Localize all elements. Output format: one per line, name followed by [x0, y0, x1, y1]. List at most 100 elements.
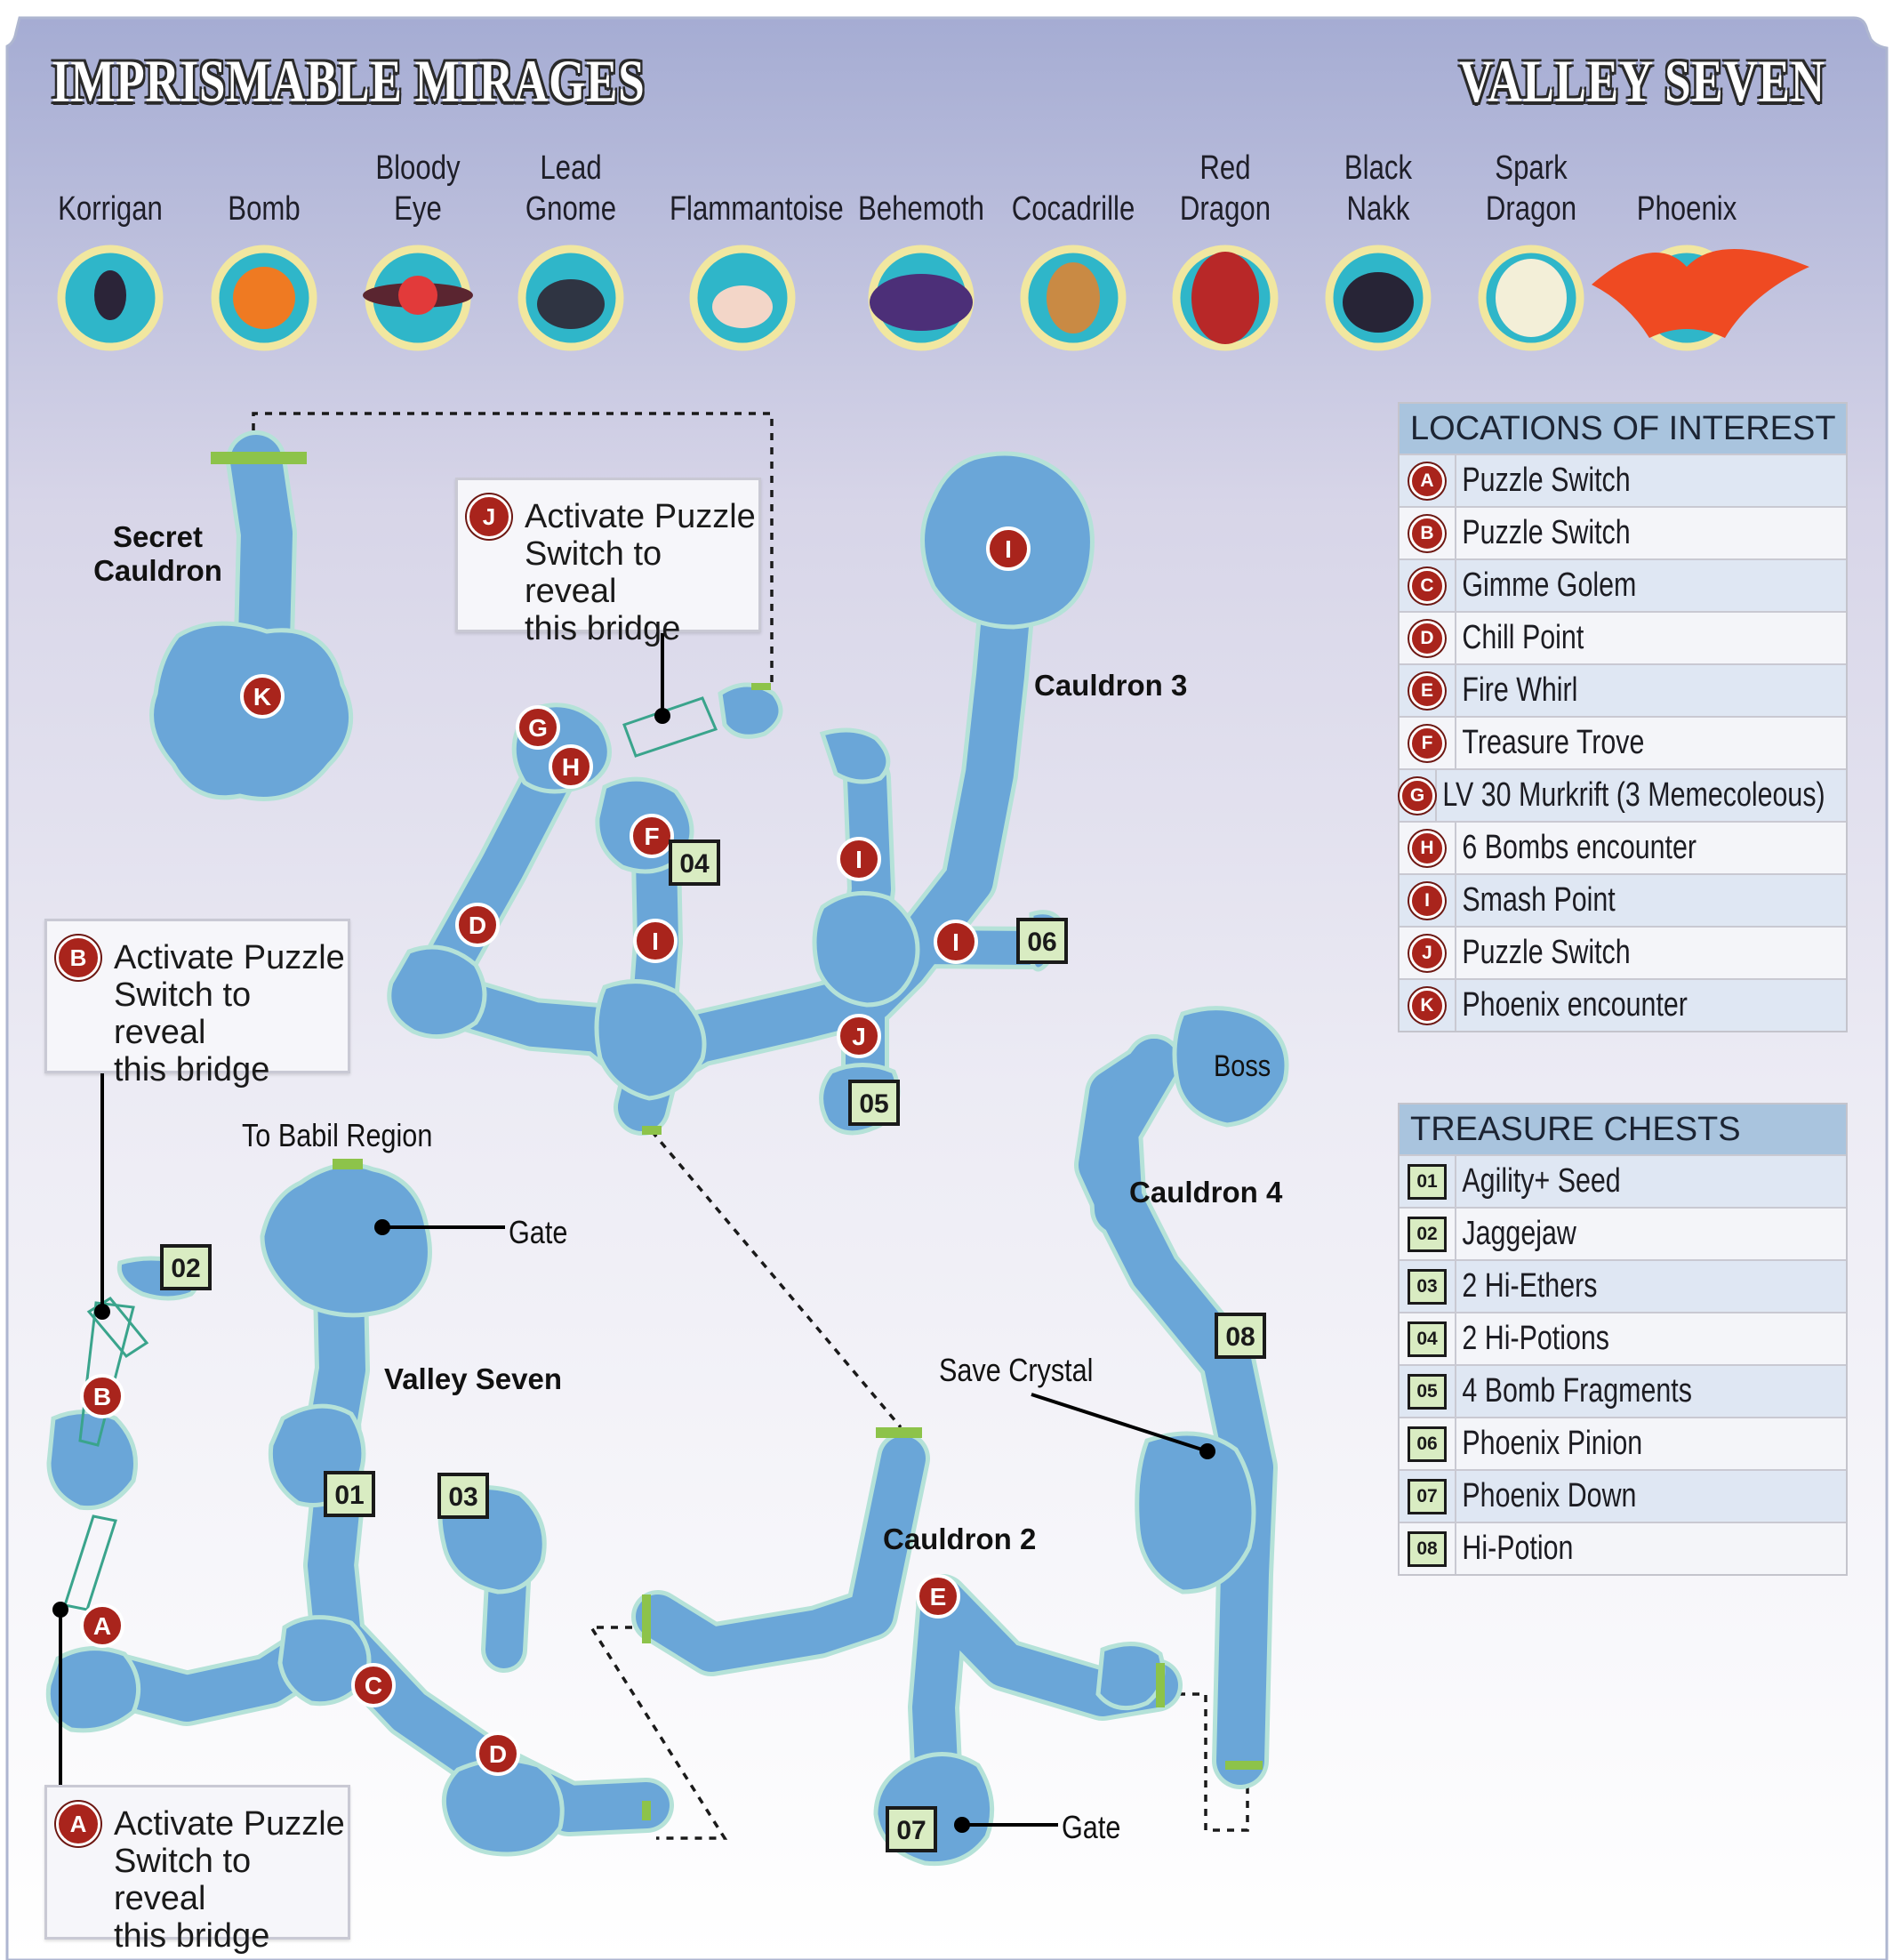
legend_locations-row: A Puzzle Switch	[1400, 454, 1846, 506]
mirage-name-3: Lead Gnome	[525, 149, 617, 228]
secret-cauldron-label: Secret Cauldron	[93, 520, 222, 587]
mirage-name-4: Flammantoise	[670, 190, 844, 228]
map-marker-i: I	[633, 919, 678, 963]
mirage-name-8: Black Nakk	[1344, 149, 1413, 228]
map-marker-label: D	[469, 912, 486, 939]
legend_locations-label: Gimme Golem	[1462, 566, 1637, 604]
chest-key-badge: 02	[1408, 1216, 1447, 1252]
chests-legend-title: TREASURE CHESTS	[1400, 1105, 1846, 1154]
legend_chests-label: 4 Bomb Fragments	[1462, 1372, 1692, 1410]
legend_locations-key-cell: F	[1400, 718, 1456, 768]
legend_locations-row: H 6 Bombs encounter	[1400, 821, 1846, 873]
legend_locations-key-cell: D	[1400, 613, 1456, 663]
gate-label-2: Gate	[1062, 1809, 1121, 1845]
cauldron-3-label: Cauldron 3	[1034, 669, 1188, 702]
treasure-chest-07: 07	[886, 1806, 937, 1852]
treasure-chest-02: 02	[160, 1244, 212, 1290]
treasure-chest-04: 04	[669, 839, 720, 886]
location-key-badge: F	[1409, 725, 1445, 761]
legend_locations-key-cell: C	[1400, 560, 1456, 611]
legend_chests-row: 04 2 Hi-Potions	[1400, 1312, 1846, 1364]
mirage-name-1: Bomb	[228, 190, 301, 228]
cauldron-4-label: Cauldron 4	[1129, 1176, 1283, 1209]
location-key-badge: A	[1409, 462, 1445, 499]
legend_locations-label: Smash Point	[1462, 881, 1616, 919]
secret-path	[252, 412, 774, 685]
chest-key-badge: 06	[1408, 1426, 1447, 1462]
map-marker-a: A	[80, 1603, 124, 1648]
mirage-name-0: Korrigan	[58, 190, 163, 228]
hidden-paths	[252, 412, 1249, 1840]
legend_chests-key-cell: 02	[1400, 1209, 1456, 1259]
map-marker-label: F	[644, 823, 659, 850]
legend_locations-key-cell: H	[1400, 823, 1456, 873]
legend_locations-row: E Fire Whirl	[1400, 663, 1846, 716]
gate-label: Gate	[509, 1214, 568, 1250]
map-marker-h: H	[549, 744, 593, 789]
save-crystal-chamber	[1135, 1431, 1256, 1595]
legend_chests-label: Hi-Potion	[1462, 1530, 1574, 1567]
legend_locations-row: C Gimme Golem	[1400, 558, 1846, 611]
mirage-name-2: Bloody Eye	[375, 149, 461, 228]
legend_chests-row: 08 Hi-Potion	[1400, 1522, 1846, 1574]
map-marker-label: A	[93, 1612, 111, 1640]
legend_chests-key-cell: 04	[1400, 1313, 1456, 1364]
location-key-badge: D	[1409, 620, 1445, 656]
callout-j-marker: J	[467, 494, 511, 539]
page-title: IMPRISMABLE MIRAGES	[52, 47, 646, 115]
legend_locations-row: D Chill Point	[1400, 611, 1846, 663]
legend_chests-row: 05 4 Bomb Fragments	[1400, 1364, 1846, 1417]
legend_chests-key-cell: 03	[1400, 1261, 1456, 1312]
legend_chests-row: 01 Agility+ Seed	[1400, 1154, 1846, 1207]
legend_chests-label: 2 Hi-Ethers	[1462, 1267, 1598, 1305]
chest-key-badge: 04	[1408, 1321, 1447, 1357]
chest-key-badge: 01	[1408, 1163, 1447, 1200]
legend_locations-row: J Puzzle Switch	[1400, 926, 1846, 978]
mirage-name-5: Behemoth	[857, 190, 985, 228]
legend_locations-key-cell: B	[1400, 508, 1456, 558]
legend_locations-label: LV 30 Murkrift (3 Memecoleous)	[1442, 776, 1825, 814]
exits	[211, 452, 1263, 1820]
legend_locations-key-cell: K	[1400, 980, 1456, 1031]
callout-b-marker: B	[56, 936, 100, 980]
cauldron-2-label: Cauldron 2	[883, 1522, 1037, 1555]
map-marker-d: D	[476, 1731, 520, 1776]
locations-legend: LOCATIONS OF INTEREST A Puzzle Switch B Puz…	[1398, 402, 1848, 1032]
chest-label: 07	[896, 1816, 926, 1845]
map-marker-label: I	[652, 928, 659, 955]
legend_locations-row: K Phoenix encounter	[1400, 978, 1846, 1031]
legend_chests-key-cell: 01	[1400, 1156, 1456, 1207]
map-marker-i: I	[986, 526, 1031, 571]
chest-label: 04	[679, 849, 710, 879]
callout-a: A Activate Puzzle Switch to reveal this …	[44, 1785, 350, 1955]
map-marker-i: I	[837, 837, 881, 881]
mirage-name-6: Cocadrille	[1011, 190, 1135, 228]
legend_locations-row: G LV 30 Murkrift (3 Memecoleous)	[1400, 768, 1846, 821]
chest-key-badge: 03	[1408, 1268, 1447, 1305]
chest-label: 05	[859, 1089, 888, 1119]
map-marker-label: I	[855, 846, 862, 873]
chest-key-badge: 07	[1408, 1478, 1447, 1514]
chest-label: 03	[448, 1482, 477, 1512]
save-crystal-label: Save Crystal	[939, 1352, 1094, 1388]
map-marker-label: I	[1005, 535, 1012, 563]
map-marker-label: C	[365, 1672, 382, 1699]
legend_locations-label: Puzzle Switch	[1462, 514, 1631, 551]
valley-seven-label: Valley Seven	[384, 1362, 562, 1395]
mirage-name-9: Spark Dragon	[1485, 149, 1577, 228]
pointer-dots	[52, 708, 1215, 1833]
mirage-icons	[57, 245, 1809, 351]
map-marker-label: H	[562, 753, 580, 781]
treasure-chest-08: 08	[1215, 1313, 1266, 1359]
map-marker-label: J	[852, 1023, 866, 1050]
legend_locations-label: Puzzle Switch	[1462, 462, 1631, 499]
legend_locations-label: Puzzle Switch	[1462, 934, 1631, 971]
valley-gate-chamber	[260, 1162, 432, 1318]
map-marker-label: E	[930, 1583, 947, 1611]
legend_locations-label: Chill Point	[1462, 619, 1584, 656]
area-title: VALLEY SEVEN	[1459, 47, 1825, 115]
location-key-badge: B	[1409, 515, 1445, 551]
map-chests: 01 02 03 04 05 06 07 08	[160, 839, 1266, 1852]
chest-label: 08	[1225, 1322, 1255, 1352]
